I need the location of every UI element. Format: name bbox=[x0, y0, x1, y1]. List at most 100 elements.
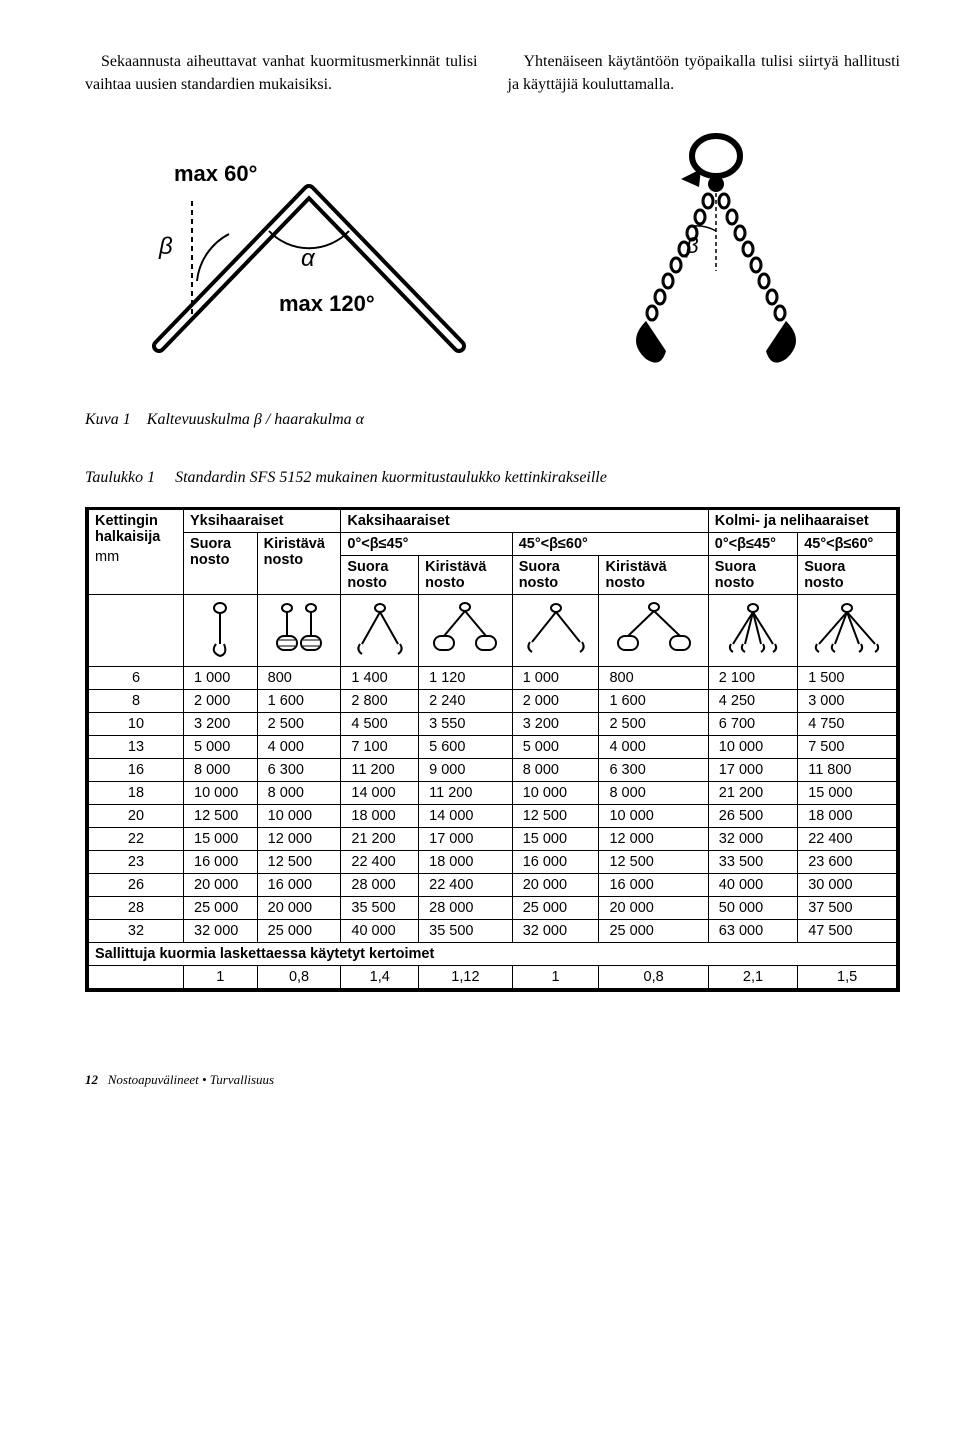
hdr-nn2: nosto bbox=[605, 575, 701, 591]
svg-text:β: β bbox=[685, 233, 699, 258]
icon-single-straight bbox=[184, 595, 258, 667]
table-cell: 12 500 bbox=[599, 851, 708, 874]
table-cell: 7 100 bbox=[341, 736, 419, 759]
table-cell: 11 200 bbox=[341, 759, 419, 782]
coeff-cell: 1,4 bbox=[341, 966, 419, 989]
table-cell: 8 000 bbox=[599, 782, 708, 805]
table-cell: 6 700 bbox=[708, 713, 797, 736]
table-cell: 22 400 bbox=[798, 828, 897, 851]
table-cell: 23 600 bbox=[798, 851, 897, 874]
table-cell: 4 750 bbox=[798, 713, 897, 736]
table-cell: 2 500 bbox=[599, 713, 708, 736]
table-cell: 37 500 bbox=[798, 897, 897, 920]
table-cell: 6 300 bbox=[599, 759, 708, 782]
table-row: 1810 0008 00014 00011 20010 0008 00021 2… bbox=[89, 782, 897, 805]
hdr-n3: nosto bbox=[715, 575, 791, 591]
table-cell: 5 000 bbox=[512, 736, 599, 759]
table-cell: 21 200 bbox=[341, 828, 419, 851]
table-cell: 18 000 bbox=[798, 805, 897, 828]
icon-single-choker bbox=[257, 595, 341, 667]
hdr-g3: Kolmi- ja nelihaaraiset bbox=[708, 510, 896, 533]
table-cell: 25 000 bbox=[184, 897, 258, 920]
table-cell: 26 500 bbox=[708, 805, 797, 828]
table-cell: 4 500 bbox=[341, 713, 419, 736]
hdr-col1-l1: Kettingin bbox=[95, 513, 177, 529]
table-cell: 7 500 bbox=[798, 736, 897, 759]
caption-prefix: Kuva 1 bbox=[85, 411, 131, 428]
table-cell: 12 500 bbox=[512, 805, 599, 828]
table-row: 3232 00025 00040 00035 50032 00025 00063… bbox=[89, 920, 897, 943]
table-cell: 63 000 bbox=[708, 920, 797, 943]
hdr-n4: nosto bbox=[804, 575, 890, 591]
table-cell: 22 bbox=[89, 828, 184, 851]
table-row: 2012 50010 00018 00014 00012 50010 00026… bbox=[89, 805, 897, 828]
table-cell: 21 200 bbox=[708, 782, 797, 805]
table-cell: 14 000 bbox=[419, 805, 513, 828]
page-number: 12 bbox=[85, 1072, 98, 1087]
hdr-g1: Yksihaaraiset bbox=[184, 510, 341, 533]
coeff-cell bbox=[89, 966, 184, 989]
table-cell: 10 000 bbox=[708, 736, 797, 759]
table-cell: 2 800 bbox=[341, 690, 419, 713]
table-cell: 30 000 bbox=[798, 874, 897, 897]
svg-text:max 60°: max 60° bbox=[174, 161, 257, 186]
table-cell: 18 000 bbox=[419, 851, 513, 874]
coeff-cell: 0,8 bbox=[599, 966, 708, 989]
table-cell: 11 800 bbox=[798, 759, 897, 782]
table-cell: 25 000 bbox=[257, 920, 341, 943]
figure-1-caption: Kuva 1 Kaltevuuskulma β / haarakulma α bbox=[85, 411, 900, 429]
hdr-s3: Suora bbox=[715, 559, 791, 575]
hdr-k2: Kiristävä bbox=[605, 559, 701, 575]
table-cell: 1 600 bbox=[599, 690, 708, 713]
table-cell: 1 120 bbox=[419, 667, 513, 690]
table-cell: 5 600 bbox=[419, 736, 513, 759]
hdr-range2: 45°<β≤60° bbox=[512, 533, 708, 556]
hdr-range4: 45°<β≤60° bbox=[798, 533, 897, 556]
table-cell: 2 100 bbox=[708, 667, 797, 690]
table-cell: 6 bbox=[89, 667, 184, 690]
table-cell: 16 bbox=[89, 759, 184, 782]
coeff-cell: 1,12 bbox=[419, 966, 513, 989]
table-cell: 23 bbox=[89, 851, 184, 874]
table-cell: 10 000 bbox=[512, 782, 599, 805]
table-cell: 32 000 bbox=[708, 828, 797, 851]
table-row: 61 0008001 4001 1201 0008002 1001 500 bbox=[89, 667, 897, 690]
table-cell: 22 400 bbox=[419, 874, 513, 897]
table-cell: 3 200 bbox=[512, 713, 599, 736]
icon-2leg-60-straight bbox=[512, 595, 599, 667]
hdr-range3: 0°<β≤45° bbox=[708, 533, 797, 556]
table-cell: 32 000 bbox=[184, 920, 258, 943]
table-row: 2215 00012 00021 20017 00015 00012 00032… bbox=[89, 828, 897, 851]
table-cell: 16 000 bbox=[257, 874, 341, 897]
table-cell: 32 bbox=[89, 920, 184, 943]
table-cell: 17 000 bbox=[419, 828, 513, 851]
table-row: 135 0004 0007 1005 6005 0004 00010 0007 … bbox=[89, 736, 897, 759]
intro-left: Sekaannusta aiheuttavat vanhat kuormitus… bbox=[85, 50, 478, 96]
table-cell: 25 000 bbox=[599, 920, 708, 943]
table-row: 82 0001 6002 8002 2402 0001 6004 2503 00… bbox=[89, 690, 897, 713]
hdr-n1: nosto bbox=[347, 575, 412, 591]
table-cell: 20 000 bbox=[257, 897, 341, 920]
table-cell: 12 500 bbox=[257, 851, 341, 874]
coeff-cell: 2,1 bbox=[708, 966, 797, 989]
coeff-cell: 1 bbox=[184, 966, 258, 989]
table-row: 2316 00012 50022 40018 00016 00012 50033… bbox=[89, 851, 897, 874]
hdr-s1: Suora bbox=[347, 559, 412, 575]
hdr-kirist: Kiristävä bbox=[264, 536, 335, 552]
caption-text: Kaltevuuskulma β / haarakulma α bbox=[147, 411, 364, 428]
table-cell: 35 500 bbox=[419, 920, 513, 943]
coeff-cell: 0,8 bbox=[257, 966, 341, 989]
figure-row: max 60° β α max 120° bbox=[85, 131, 900, 381]
table-cell: 4 000 bbox=[257, 736, 341, 759]
hdr-n2: nosto bbox=[519, 575, 593, 591]
icon-2leg-45-choker bbox=[419, 595, 513, 667]
table-cell: 33 500 bbox=[708, 851, 797, 874]
table-cell: 4 250 bbox=[708, 690, 797, 713]
table-cell: 47 500 bbox=[798, 920, 897, 943]
hdr-range1: 0°<β≤45° bbox=[341, 533, 512, 556]
table-cell: 15 000 bbox=[184, 828, 258, 851]
table-cell: 2 000 bbox=[184, 690, 258, 713]
table-row: 2620 00016 00028 00022 40020 00016 00040… bbox=[89, 874, 897, 897]
icon-col0 bbox=[89, 595, 184, 667]
table-cell: 3 000 bbox=[798, 690, 897, 713]
